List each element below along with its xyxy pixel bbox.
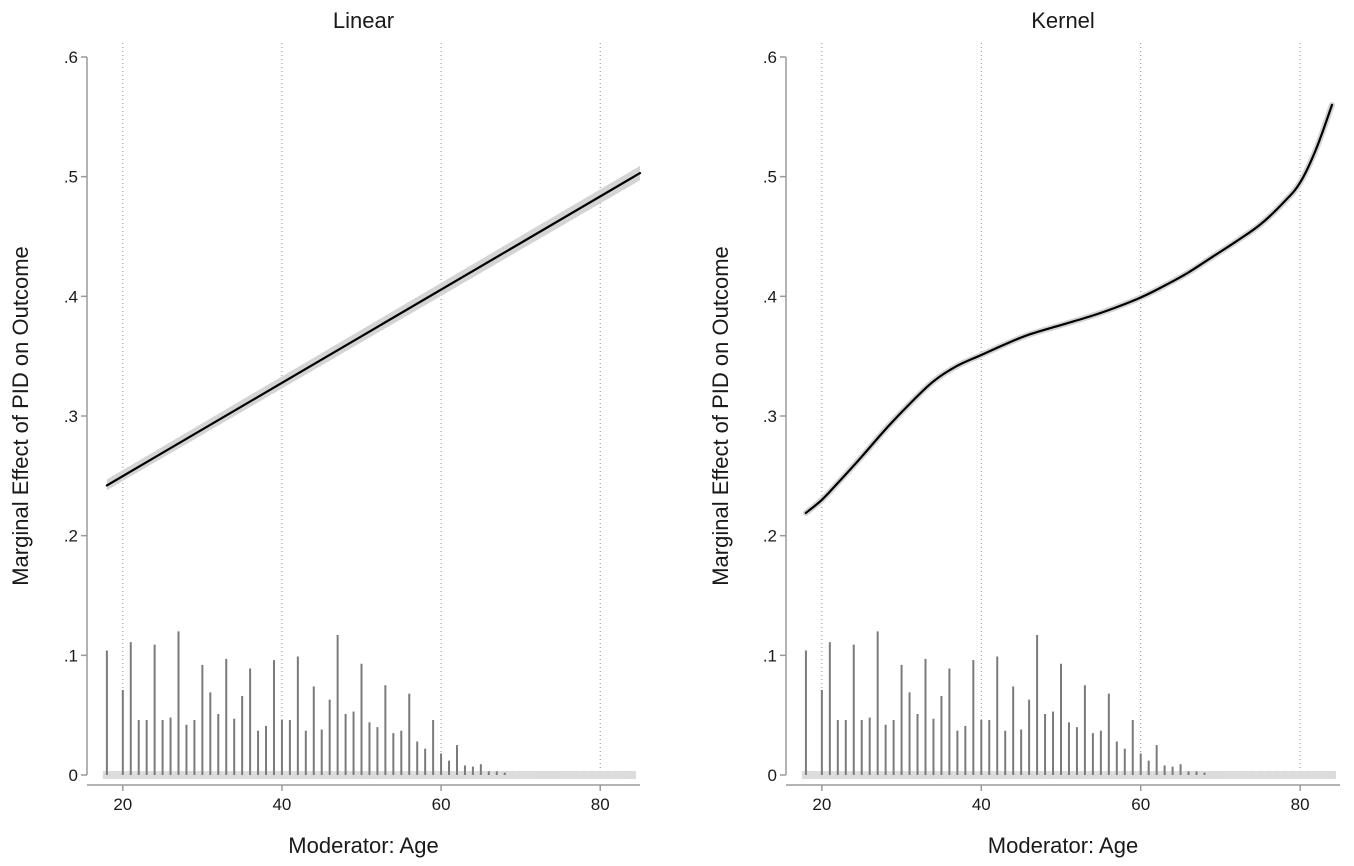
baseline-mark: [1288, 771, 1297, 779]
chart-panel-1: 0 .1 .2 .3 .4 .5 .6 20 40 60 80 Linear Moderator: Ag…: [8, 8, 642, 858]
baseline-mark: [1224, 771, 1233, 779]
baseline-mark: [548, 771, 557, 779]
effect-line: [105, 172, 642, 487]
baseline-mark: [532, 771, 541, 779]
baseline-mark: [612, 771, 621, 779]
baseline-mark: [516, 771, 525, 779]
y-tick-label: .3: [763, 407, 777, 426]
y-tick-label: .3: [64, 407, 78, 426]
x-tick-label: 20: [113, 795, 132, 814]
baseline-mark: [1328, 771, 1337, 779]
x-axis-title: Moderator: Age: [288, 833, 438, 858]
baseline-mark: [588, 771, 597, 779]
baseline-mark: [1280, 771, 1289, 779]
x-tick-label: 20: [812, 795, 831, 814]
baseline-mark: [1304, 771, 1313, 779]
y-tick-label: .1: [763, 646, 777, 665]
baseline-mark: [1232, 771, 1241, 779]
baseline-mark: [628, 771, 637, 779]
baseline-mark: [580, 771, 589, 779]
baseline-mark: [540, 771, 549, 779]
y-tick-label: 0: [768, 766, 777, 785]
baseline-mark: [508, 771, 517, 779]
x-tick-label: 80: [1291, 795, 1310, 814]
baseline-mark: [604, 771, 613, 779]
y-tick-label: .5: [763, 168, 777, 187]
x-tick-label: 40: [972, 795, 991, 814]
baseline-mark: [110, 771, 119, 779]
y-tick-label: .4: [64, 287, 78, 306]
baseline-mark: [1256, 771, 1265, 779]
y-axis-title: Marginal Effect of PID on Outcome: [8, 246, 33, 586]
baseline-mark: [809, 771, 818, 779]
baseline-mark: [524, 771, 533, 779]
baseline-mark: [1240, 771, 1249, 779]
y-tick-label: 0: [69, 766, 78, 785]
y-tick-label: .1: [64, 646, 78, 665]
baseline-mark: [1216, 771, 1225, 779]
chart-panel-2: 0 .1 .2 .3 .4 .5 .6 20 40 60 80 Kernel Moderator: Ag…: [708, 8, 1340, 858]
baseline-mark: [1272, 771, 1281, 779]
baseline-mark: [1264, 771, 1273, 779]
x-tick-label: 40: [272, 795, 291, 814]
baseline-mark: [620, 771, 629, 779]
y-axis-title: Marginal Effect of PID on Outcome: [708, 246, 733, 586]
baseline-mark: [1320, 771, 1329, 779]
x-tick-label: 60: [1131, 795, 1150, 814]
baseline-mark: [596, 771, 605, 779]
baseline-mark: [1312, 771, 1321, 779]
confidence-band: [802, 101, 1335, 516]
panel-title: Kernel: [1031, 8, 1095, 33]
y-tick-label: .2: [763, 527, 777, 546]
x-axis-title: Moderator: Age: [988, 833, 1138, 858]
baseline-mark: [1248, 771, 1257, 779]
x-tick-label: 60: [432, 795, 451, 814]
baseline-mark: [1208, 771, 1217, 779]
baseline-mark: [572, 771, 581, 779]
baseline-mark: [1296, 771, 1305, 779]
baseline-mark: [556, 771, 565, 779]
y-tick-label: .6: [763, 48, 777, 67]
baseline-mark: [564, 771, 573, 779]
y-tick-label: .6: [64, 48, 78, 67]
effect-line: [804, 103, 1334, 514]
panel-title: Linear: [333, 8, 394, 33]
y-tick-label: .5: [64, 168, 78, 187]
y-tick-label: .2: [64, 527, 78, 546]
x-tick-label: 80: [591, 795, 610, 814]
y-tick-label: .4: [763, 287, 777, 306]
